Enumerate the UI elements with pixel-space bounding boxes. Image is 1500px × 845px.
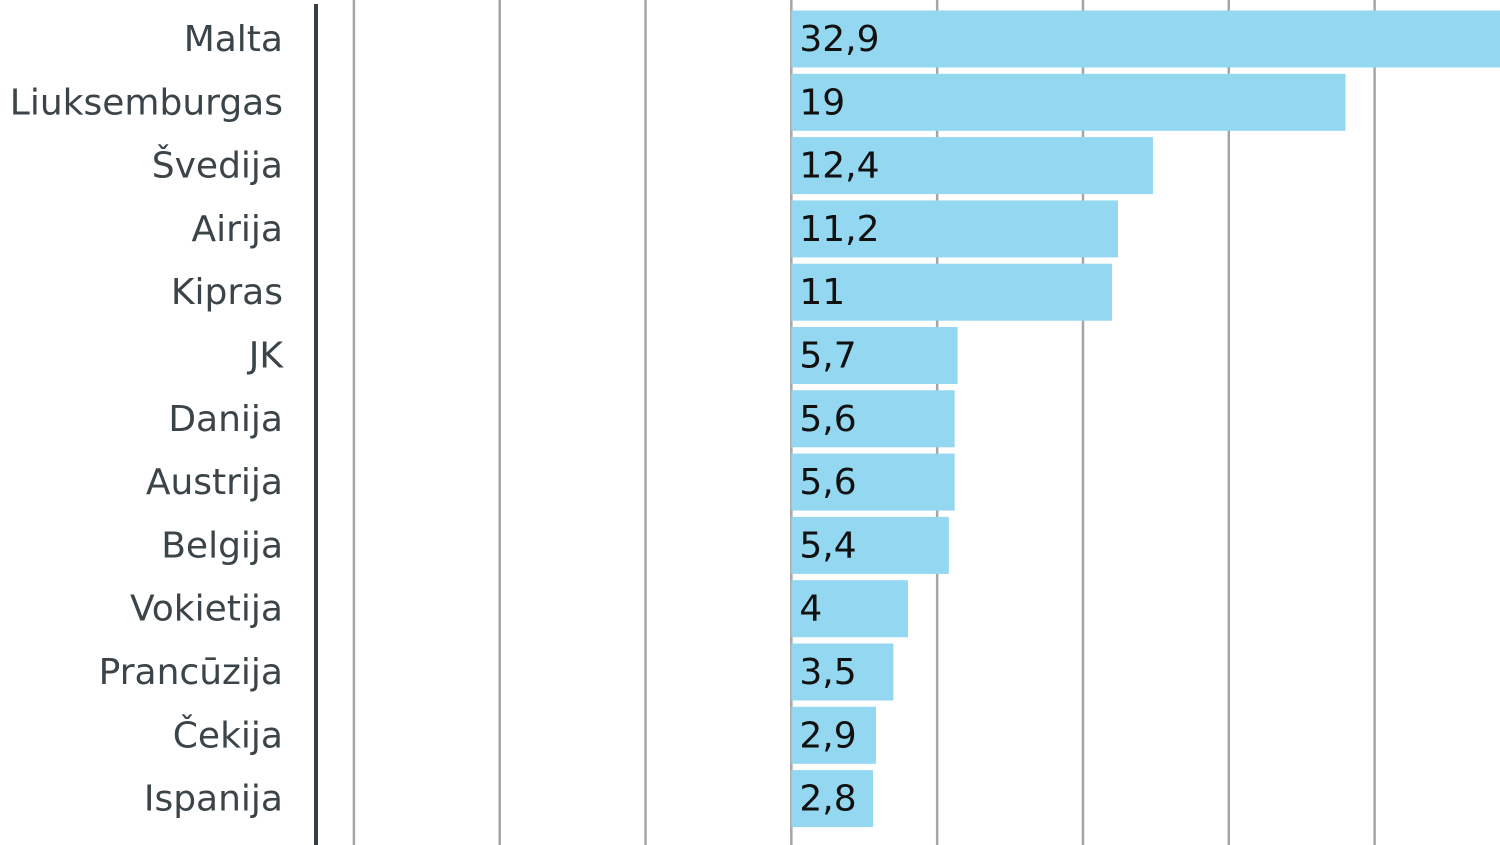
y-tick-label: Austrija [146,462,283,503]
data-label: 11 [799,272,845,313]
y-tick-label: Čekija [173,714,283,756]
bar [791,73,1346,131]
data-label: 5,4 [799,525,856,566]
bar [791,10,1500,68]
data-label: 4 [799,589,822,630]
data-label: 5,6 [799,462,856,503]
y-tick-label: Malta [184,19,283,60]
data-label: 19 [799,82,845,123]
y-tick-label: Airija [192,209,284,250]
bar [791,137,1153,195]
bar [791,263,1113,321]
data-label: 2,9 [799,715,856,756]
bar [791,327,958,384]
bar [791,643,894,701]
data-label: 5,6 [799,399,856,440]
bar [791,706,876,764]
y-tick-label: Liuksemburgas [10,82,283,123]
y-tick-label: JK [247,336,285,377]
bars [791,10,1500,828]
data-label: 2,8 [799,779,856,820]
y-tick-label: Danija [168,399,283,440]
y-tick-label: Kipras [171,272,283,313]
bar [791,516,949,574]
data-label: 5,7 [799,336,856,377]
y-tick-label: Vokietija [130,589,283,630]
bar [791,770,874,828]
y-tick-label: Ispanija [144,779,283,820]
y-tick-label: Belgija [161,525,283,566]
bar [791,200,1118,258]
y-tick-label: Prancūzija [99,652,283,693]
data-label: 32,9 [799,19,879,60]
bar [791,390,955,448]
data-label: 3,5 [799,652,856,693]
labels: Malta 32,9 Liuksemburgas 19 Švedija 12,4 Airij… [10,19,880,820]
data-label: 11,2 [799,209,879,250]
y-tick-label: Švedija [152,145,283,187]
bar [791,453,955,511]
data-label: 12,4 [799,146,879,187]
bar [791,580,908,638]
